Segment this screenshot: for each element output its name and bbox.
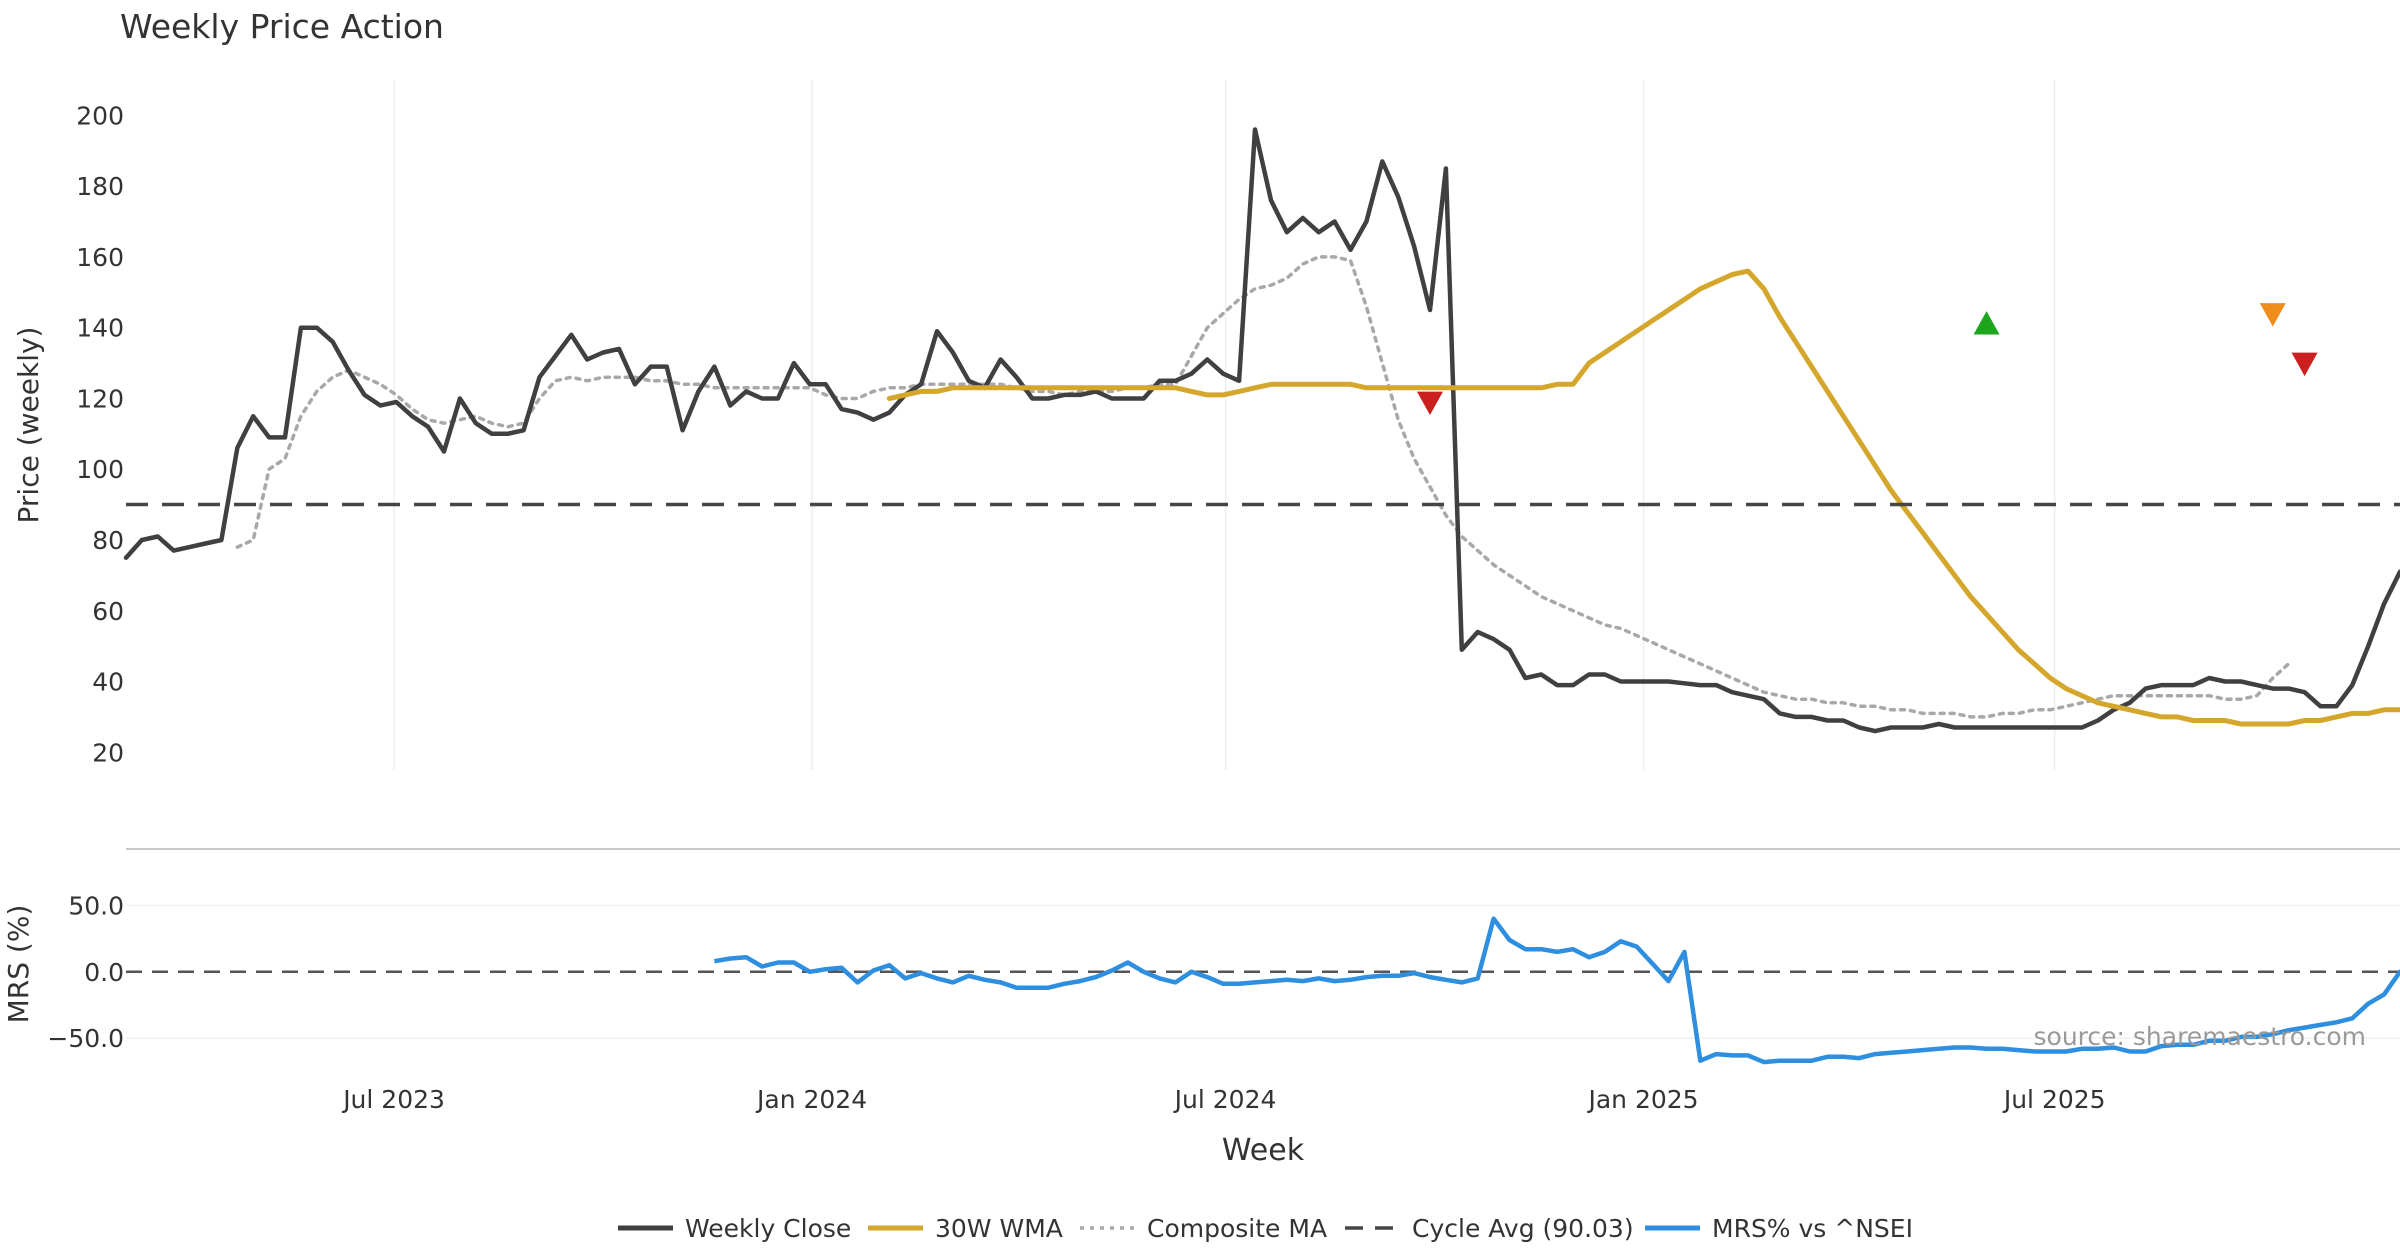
x-tick-3: Jan 2025 xyxy=(1586,1085,1698,1114)
legend-label-4: MRS% vs ^NSEI xyxy=(1712,1214,1913,1243)
price-y-tick-100: 100 xyxy=(76,455,124,484)
price-y-tick-60: 60 xyxy=(92,597,124,626)
legend-label-1: 30W WMA xyxy=(935,1214,1063,1243)
legend-label-0: Weekly Close xyxy=(685,1214,851,1243)
price-y-tick-160: 160 xyxy=(76,243,124,272)
mrs-y-axis: −50.0 0.0 50.0 xyxy=(47,891,124,1053)
price-y-tick-80: 80 xyxy=(92,526,124,555)
price-y-tick-20: 20 xyxy=(92,738,124,767)
x-tick-0: Jul 2023 xyxy=(341,1085,445,1114)
mrs-y-tick-2: 50.0 xyxy=(68,891,124,920)
signal-marker-3 xyxy=(2291,352,2318,377)
price-series xyxy=(123,127,2400,734)
mrs-grid xyxy=(126,904,2400,1039)
price-y-tick-120: 120 xyxy=(76,384,124,413)
price-y-tick-40: 40 xyxy=(92,668,124,697)
legend-label-2: Composite MA xyxy=(1147,1214,1327,1243)
x-axis: Jul 2023 Jan 2024 Jul 2024 Jan 2025 Jul 2025 xyxy=(341,1085,2105,1114)
series-30w-wma xyxy=(886,268,2400,727)
legend-label-3: Cycle Avg (90.03) xyxy=(1412,1214,1634,1243)
price-y-tick-200: 200 xyxy=(76,101,124,130)
price-y-label: Price (weekly) xyxy=(12,327,45,524)
mrs-y-label: MRS (%) xyxy=(2,905,35,1024)
price-y-axis: 20 40 60 80 100 120 140 160 180 200 xyxy=(76,101,124,767)
x-axis-label: Week xyxy=(1222,1133,1305,1168)
x-tick-2: Jul 2024 xyxy=(1173,1085,1277,1114)
mrs-y-tick-0: −50.0 xyxy=(47,1024,124,1053)
x-tick-1: Jan 2024 xyxy=(755,1085,867,1114)
series-mrs xyxy=(714,916,2400,1065)
signal-marker-2 xyxy=(2259,303,2286,327)
signal-marker-1 xyxy=(1973,311,2000,335)
source-note: source: sharemaestro.com xyxy=(2034,1022,2367,1051)
legend: Weekly Close 30W WMA Composite MA Cycle Avg… xyxy=(618,1214,1913,1243)
series-composite-ma xyxy=(235,255,2291,719)
x-tick-4: Jul 2025 xyxy=(2002,1085,2106,1114)
price-grid xyxy=(393,80,2056,770)
signal-markers xyxy=(1416,303,2318,415)
chart-title: Weekly Price Action xyxy=(120,7,444,46)
price-y-tick-140: 140 xyxy=(76,314,124,343)
price-y-tick-180: 180 xyxy=(76,172,124,201)
series-weekly-close xyxy=(123,127,2400,734)
mrs-series xyxy=(714,916,2400,1065)
mrs-y-tick-1: 0.0 xyxy=(84,958,124,987)
signal-marker-0 xyxy=(1416,391,1443,415)
